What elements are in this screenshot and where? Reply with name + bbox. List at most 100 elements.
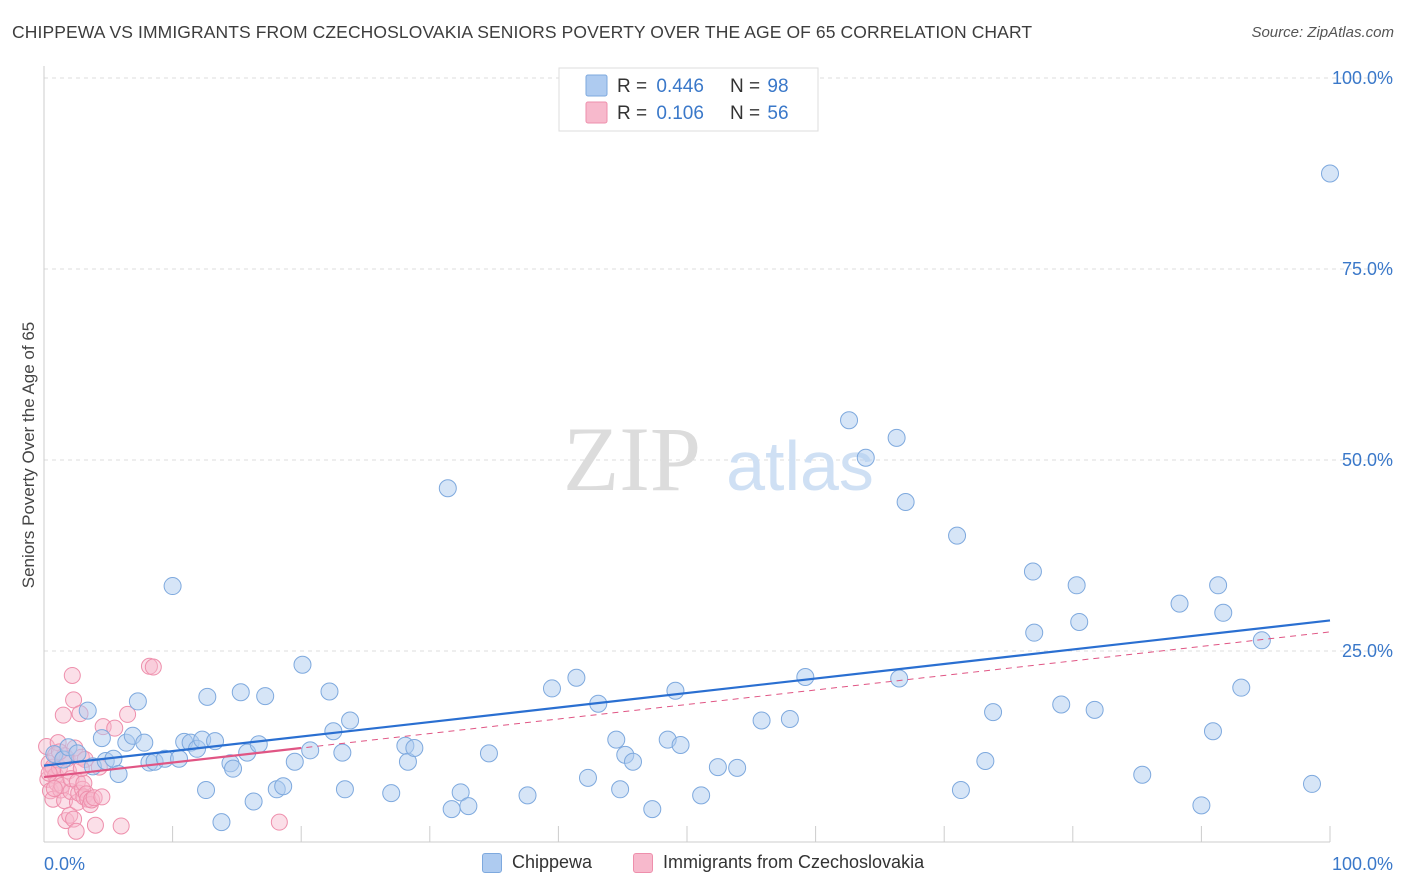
point-chippewa[interactable] (890, 669, 909, 688)
legend-item-chippewa[interactable]: Chippewa (482, 852, 592, 873)
point-chippewa[interactable] (896, 493, 915, 512)
legend-n-label-1: N = (730, 76, 765, 97)
point-chippewa[interactable] (197, 781, 216, 800)
top-legend: R = 0.446 N = 98 R = 0.106 N = 56 (558, 67, 819, 132)
point-chippewa[interactable] (231, 683, 250, 702)
point-chippewa[interactable] (274, 777, 293, 796)
trend-line-czechoslovakia-solid (43, 746, 302, 779)
x-tick-label: 0.0% (44, 854, 85, 874)
point-chippewa[interactable] (1023, 562, 1042, 581)
point-chippewa[interactable] (856, 448, 875, 467)
point-chippewa[interactable] (1209, 576, 1228, 595)
point-czechoslovakia[interactable] (270, 813, 288, 831)
point-chippewa[interactable] (1203, 722, 1222, 741)
point-czechoslovakia[interactable] (40, 764, 58, 782)
point-chippewa[interactable] (1133, 765, 1152, 784)
point-chippewa[interactable] (198, 687, 217, 706)
point-chippewa[interactable] (666, 681, 685, 700)
point-chippewa[interactable] (752, 711, 771, 730)
point-chippewa[interactable] (1302, 774, 1321, 793)
point-chippewa[interactable] (135, 733, 154, 752)
point-chippewa[interactable] (438, 479, 457, 498)
point-chippewa[interactable] (578, 768, 597, 787)
point-chippewa[interactable] (451, 783, 470, 802)
point-chippewa[interactable] (1214, 603, 1233, 622)
point-chippewa[interactable] (1252, 631, 1271, 650)
point-chippewa[interactable] (163, 577, 182, 596)
point-chippewa[interactable] (623, 752, 642, 771)
point-czechoslovakia[interactable] (54, 706, 72, 724)
point-chippewa[interactable] (1070, 612, 1089, 631)
point-chippewa[interactable] (68, 744, 87, 763)
point-chippewa[interactable] (293, 655, 312, 674)
point-chippewa[interactable] (301, 741, 320, 760)
point-chippewa[interactable] (256, 687, 275, 706)
point-chippewa[interactable] (518, 786, 537, 805)
point-chippewa[interactable] (840, 411, 859, 430)
point-czechoslovakia[interactable] (45, 780, 63, 798)
point-chippewa[interactable] (708, 758, 727, 777)
point-chippewa[interactable] (170, 749, 189, 768)
point-czechoslovakia[interactable] (106, 719, 124, 737)
point-czechoslovakia[interactable] (93, 788, 111, 806)
point-chippewa[interactable] (984, 703, 1003, 722)
point-chippewa[interactable] (1067, 576, 1086, 595)
point-czechoslovakia[interactable] (83, 791, 101, 809)
point-czechoslovakia[interactable] (119, 705, 137, 723)
point-chippewa[interactable] (382, 784, 401, 803)
point-chippewa[interactable] (542, 679, 561, 698)
legend-r-label-1: R = (617, 76, 652, 97)
point-czechoslovakia[interactable] (67, 822, 85, 840)
point-czechoslovakia[interactable] (112, 817, 130, 835)
point-chippewa[interactable] (224, 759, 243, 778)
y-tick-label: 50.0% (1342, 450, 1393, 470)
point-chippewa[interactable] (405, 739, 424, 758)
point-czechoslovakia[interactable] (144, 658, 162, 676)
point-chippewa[interactable] (643, 800, 662, 819)
point-chippewa[interactable] (1025, 623, 1044, 642)
point-chippewa[interactable] (341, 711, 360, 730)
point-chippewa[interactable] (692, 786, 711, 805)
point-chippewa[interactable] (128, 692, 147, 711)
point-chippewa[interactable] (976, 752, 995, 771)
point-chippewa[interactable] (333, 743, 352, 762)
point-chippewa[interactable] (249, 735, 268, 754)
point-chippewa[interactable] (479, 744, 498, 763)
point-chippewa[interactable] (320, 682, 339, 701)
point-chippewa[interactable] (442, 800, 461, 819)
point-czechoslovakia[interactable] (75, 774, 93, 792)
point-chippewa[interactable] (1232, 678, 1251, 697)
bottom-legend: Chippewa Immigrants from Czechoslovakia (0, 852, 1406, 878)
point-chippewa[interactable] (728, 758, 747, 777)
point-chippewa[interactable] (459, 797, 478, 816)
point-czechoslovakia[interactable] (86, 816, 104, 834)
point-chippewa[interactable] (212, 813, 231, 832)
source-label[interactable]: Source: ZipAtlas.com (1251, 24, 1394, 41)
point-czechoslovakia[interactable] (65, 691, 83, 709)
point-chippewa[interactable] (1085, 700, 1104, 719)
point-chippewa[interactable] (78, 701, 97, 720)
point-chippewa[interactable] (796, 667, 815, 686)
point-czechoslovakia[interactable] (63, 666, 81, 684)
point-chippewa[interactable] (611, 780, 630, 799)
legend-n-value-2: 56 (767, 103, 788, 124)
point-chippewa[interactable] (1170, 594, 1189, 613)
point-chippewa[interactable] (1192, 796, 1211, 815)
point-chippewa[interactable] (92, 729, 111, 748)
point-chippewa[interactable] (607, 730, 626, 749)
point-chippewa[interactable] (887, 428, 906, 447)
point-chippewa[interactable] (780, 709, 799, 728)
point-chippewa[interactable] (335, 780, 354, 799)
legend-item-czechoslovakia[interactable]: Immigrants from Czechoslovakia (633, 852, 924, 873)
gridlines (44, 77, 1393, 652)
point-chippewa[interactable] (1321, 164, 1339, 183)
legend-n-label-2: N = (730, 103, 765, 124)
point-chippewa[interactable] (948, 526, 967, 545)
point-chippewa[interactable] (285, 752, 304, 771)
point-chippewa[interactable] (951, 781, 970, 800)
point-chippewa[interactable] (244, 792, 263, 811)
point-chippewa[interactable] (567, 668, 586, 687)
point-chippewa[interactable] (1052, 695, 1071, 714)
point-chippewa[interactable] (671, 735, 690, 754)
